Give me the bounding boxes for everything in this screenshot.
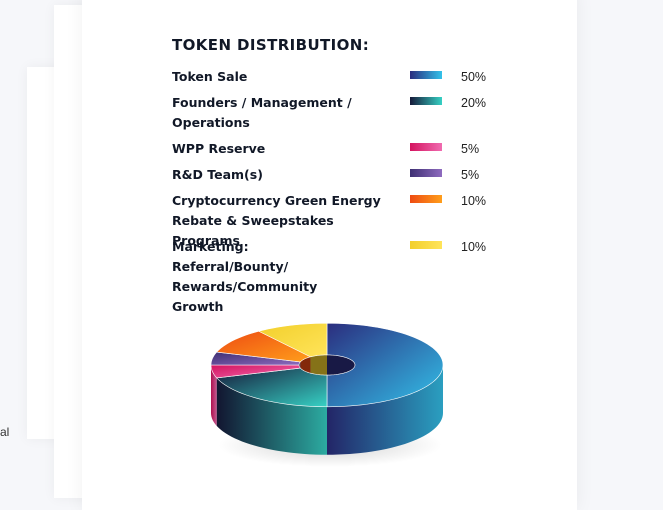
legend-label: R&D Team(s) (172, 167, 263, 182)
pie-slice-side (211, 365, 217, 426)
token-distribution-pie-chart (210, 322, 444, 467)
legend-swatch (410, 241, 442, 249)
clipped-side-text: al (0, 425, 10, 439)
legend-label: Marketing: Referral/Bounty/ Rewards/Comm… (172, 239, 318, 314)
legend-label: Founders / Management / Operations (172, 95, 352, 130)
legend-swatch (410, 143, 442, 151)
pie-slice (257, 322, 328, 358)
legend-value: 10% (461, 240, 487, 254)
legend-swatch (410, 169, 442, 177)
pie-slice-side (327, 365, 443, 455)
chart-title: TOKEN DISTRIBUTION: (172, 36, 370, 54)
legend-value: 5% (461, 142, 480, 156)
legend-swatch (410, 97, 442, 105)
legend-label: Token Sale (172, 69, 248, 84)
legend-value: 50% (461, 70, 487, 84)
legend-label: WPP Reserve (172, 141, 266, 156)
legend-value: 10% (461, 194, 487, 208)
legend-value: 5% (461, 168, 480, 182)
legend-value: 20% (461, 96, 487, 110)
legend-swatch (410, 71, 442, 79)
legend-label: Cryptocurrency Green Energy Rebate & Swe… (172, 193, 381, 248)
pie-slice-side (216, 377, 327, 455)
legend-swatch (410, 195, 442, 203)
